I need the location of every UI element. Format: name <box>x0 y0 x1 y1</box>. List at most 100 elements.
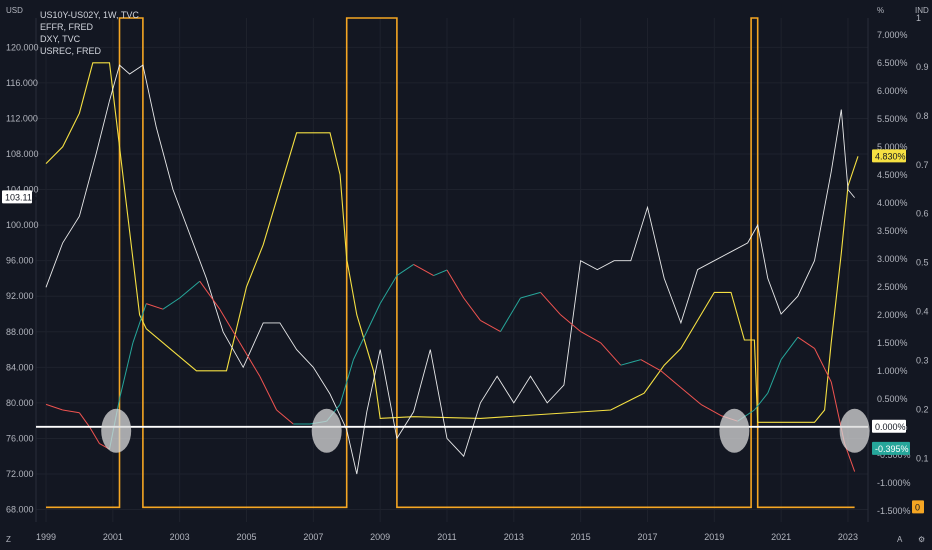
left-tick-label: 76.000 <box>6 433 34 443</box>
spread-segment-32 <box>540 292 561 316</box>
spread-segment-43 <box>754 392 769 411</box>
left-tick-label: 116.000 <box>6 78 38 88</box>
spread-segment-4 <box>89 426 100 444</box>
spread-segment-39 <box>680 387 702 405</box>
x-tick-label: 2009 <box>370 532 390 542</box>
spread-segment-23 <box>379 275 398 304</box>
legend-item-usrec[interactable]: USREC, FRED <box>40 46 102 56</box>
x-tick-label: 2007 <box>303 532 323 542</box>
dxy-line <box>45 64 855 475</box>
spread-segment-21 <box>352 331 368 360</box>
spread-segment-30 <box>500 297 521 332</box>
spread-segment-1 <box>45 403 63 411</box>
mid-tick-label: 1.500% <box>877 338 908 348</box>
spread-segment-40 <box>700 403 722 417</box>
spread-segment-38 <box>660 370 682 388</box>
mid-tick-label: 7.000% <box>877 30 908 40</box>
x-tick-label: 2001 <box>103 532 123 542</box>
spread-segment-28 <box>463 297 481 321</box>
right-tick-label: 0.6 <box>916 209 929 219</box>
right-tick-label: 1 <box>916 13 921 23</box>
mid-tick-label: 6.000% <box>877 86 908 96</box>
legend-item-effr[interactable]: EFFR, FRED <box>40 22 93 32</box>
log-scale-button[interactable]: A <box>897 535 903 544</box>
mid-tick-label: 2.500% <box>877 282 908 292</box>
left-tick-label: 84.000 <box>6 362 34 372</box>
mid-tick-label: 3.000% <box>877 254 908 264</box>
effr-badge-bg <box>872 149 906 163</box>
x-tick-label: 2019 <box>704 532 724 542</box>
plot-series <box>45 17 859 509</box>
spread-segment-29 <box>480 319 501 333</box>
legend-item-spread[interactable]: US10Y-US02Y, 1W, TVC <box>40 10 139 20</box>
left-tick-label: 72.000 <box>6 469 34 479</box>
left-tick-label: 112.000 <box>6 113 38 123</box>
mid-tick-label: 0.500% <box>877 394 908 404</box>
spread-segment-22 <box>366 303 381 332</box>
price-badges: 103.115 4.830% 0.000% -0.395% 0 <box>2 149 924 514</box>
spread-segment-33 <box>560 314 581 332</box>
spread-segment-25 <box>413 263 434 277</box>
spread-segment-47 <box>814 348 832 383</box>
x-tick-label: 2015 <box>571 532 591 542</box>
spread-segment-34 <box>580 331 601 344</box>
mid-tick-label: 4.000% <box>877 198 908 208</box>
spread-segment-45 <box>780 336 799 360</box>
spread-segment-20 <box>339 359 354 405</box>
right-tick-label: 0.4 <box>916 307 929 317</box>
zero-badge-bg <box>872 419 906 433</box>
settings-gear-icon[interactable]: ⚙ <box>918 535 926 544</box>
spread-segment-12 <box>199 280 221 310</box>
left-tick-label: 104.000 <box>6 185 39 195</box>
right-tick-label: 0.8 <box>916 111 929 121</box>
spread-segment-7 <box>119 342 134 399</box>
right-tick-label: 0.9 <box>916 62 929 72</box>
mid-tick-label: 1.000% <box>877 366 908 376</box>
spread-segment-14 <box>239 342 261 377</box>
left-tick-label: 108.000 <box>6 149 39 159</box>
mid-tick-label: 5.000% <box>877 142 908 152</box>
right-tick-label: 0.3 <box>916 356 929 366</box>
usrec-badge-bg <box>912 500 924 514</box>
grid <box>35 18 869 522</box>
left-tick-label: 100.000 <box>6 220 39 230</box>
left-tick-label: 88.000 <box>6 327 34 337</box>
left-tick-label: 96.000 <box>6 256 34 266</box>
spread-segment-10 <box>162 297 180 310</box>
spread-segment-11 <box>179 280 201 299</box>
dxy-badge: 103.115 <box>5 192 37 202</box>
mid-tick-label: 4.500% <box>877 170 908 180</box>
spread-segment-9 <box>146 303 164 310</box>
mid-tick-label: 5.500% <box>877 114 908 124</box>
spread-segment-13 <box>219 308 241 344</box>
mid-tick-label: 3.500% <box>877 226 908 236</box>
spread-badge-bg <box>872 441 910 455</box>
highlight-circle-4 <box>839 408 870 453</box>
highlight-circle-2 <box>311 408 342 453</box>
spread-segment-46 <box>797 336 815 349</box>
x-tick-label: 2017 <box>637 532 657 542</box>
spread-segment-16 <box>276 409 294 425</box>
left-axis-ticks: 68.000 72.000 76.000 80.000 84.000 88.000 92.0… <box>6 42 39 514</box>
spread-segment-8 <box>132 303 147 343</box>
effr-line <box>45 62 859 423</box>
legend-item-dxy[interactable]: DXY, TVC <box>40 34 81 44</box>
right-tick-label: 0.1 <box>916 453 929 463</box>
x-tick-label: 1999 <box>36 532 56 542</box>
mid-tick-label: 2.000% <box>877 310 908 320</box>
highlight-circle-1 <box>101 408 132 453</box>
spread-segment-24 <box>396 263 414 277</box>
spread-segment-37 <box>640 359 662 372</box>
usrec-badge: 0 <box>915 502 920 512</box>
spread-segment-27 <box>446 269 465 299</box>
zoom-button[interactable]: Z <box>6 535 11 544</box>
zero-badge: 0.000% <box>875 422 906 432</box>
spread-segment-36 <box>620 359 641 366</box>
spread-segment-2 <box>62 409 80 414</box>
effr-badge: 4.830% <box>875 151 906 161</box>
spread-segment-35 <box>600 342 622 366</box>
dxy-badge-bg <box>2 190 32 204</box>
left-tick-label: 120.000 <box>6 42 39 52</box>
